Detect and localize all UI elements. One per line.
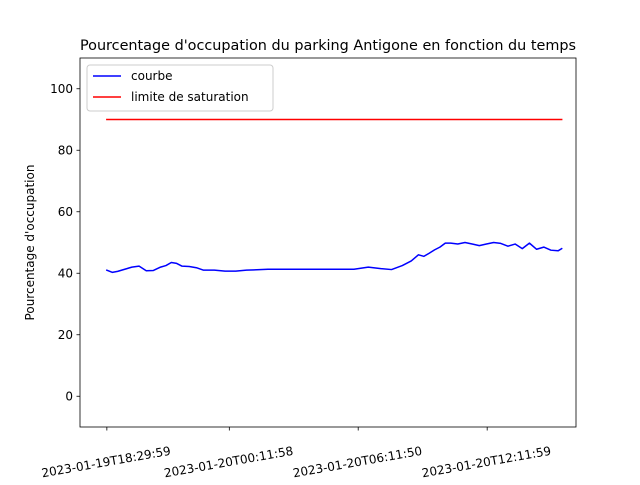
y-tick-label: 20: [58, 328, 73, 342]
x-tick-label: 2023-01-20T00:11:58: [163, 444, 294, 480]
y-tick-label: 60: [58, 205, 73, 219]
plot-area: [105, 118, 563, 274]
y-tick-label: 80: [58, 143, 73, 157]
y-tick-label: 0: [65, 389, 73, 403]
chart-title: Pourcentage d'occupation du parking Anti…: [80, 38, 576, 54]
x-tick-label: 2023-01-20T12:11:59: [421, 444, 552, 480]
y-axis: 0 20 40 60 80 100: [50, 82, 80, 403]
x-tick-label: 2023-01-20T06:11:50: [292, 444, 423, 480]
series-line-0: [105, 241, 563, 274]
legend-frame: [86, 64, 274, 112]
y-axis-label: Pourcentage d'occupation: [23, 165, 37, 321]
legend-label-0: courbe: [131, 69, 172, 83]
y-tick-label: 40: [58, 266, 73, 280]
legend-label-1: limite de saturation: [131, 90, 249, 104]
y-tick-label: 100: [50, 82, 73, 96]
plot-frame: [79, 57, 577, 428]
x-tick-label: 2023-01-19T18:29:59: [40, 444, 171, 480]
x-axis: 2023-01-19T18:29:592023-01-20T00:11:5820…: [40, 427, 552, 480]
legend: courbe limite de saturation: [86, 64, 274, 112]
